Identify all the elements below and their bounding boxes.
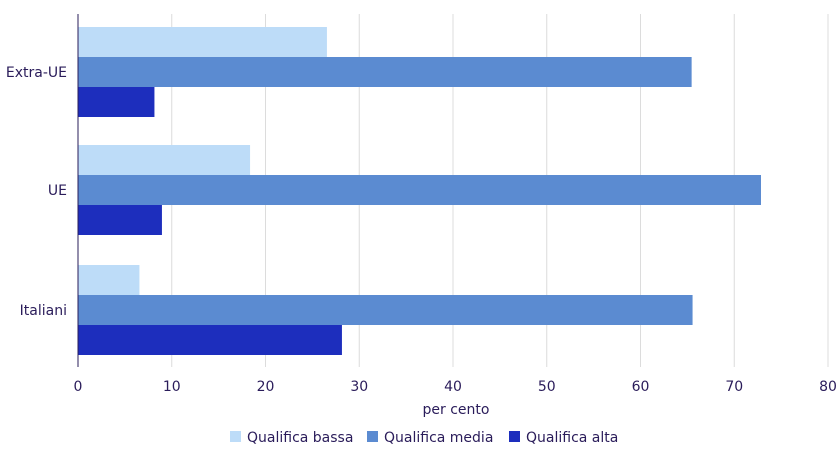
x-tick-labels: 0 10 20 30 40 50 60 70 80 bbox=[74, 379, 837, 395]
category-label: Extra-UE bbox=[6, 65, 67, 81]
category-labels: Extra-UE UE Italiani bbox=[6, 65, 67, 319]
legend-label: Qualifica media bbox=[384, 430, 493, 446]
legend-label: Qualifica bassa bbox=[247, 430, 353, 446]
bar bbox=[78, 325, 342, 355]
legend-swatch bbox=[509, 431, 520, 442]
x-axis-title: per cento bbox=[423, 402, 490, 418]
x-tick-label: 10 bbox=[163, 379, 181, 395]
category-label: UE bbox=[48, 183, 67, 199]
bar bbox=[78, 57, 692, 87]
legend: Qualifica bassa Qualifica media Qualifica … bbox=[230, 430, 618, 446]
legend-label: Qualifica alta bbox=[526, 430, 618, 446]
bar bbox=[78, 145, 251, 175]
legend-swatch bbox=[367, 431, 378, 442]
bar bbox=[78, 265, 140, 295]
x-tick-label: 0 bbox=[74, 379, 83, 395]
x-tick-label: 80 bbox=[819, 379, 837, 395]
x-tick-label: 30 bbox=[350, 379, 368, 395]
x-tick-label: 70 bbox=[725, 379, 743, 395]
category-label: Italiani bbox=[20, 303, 67, 319]
legend-swatch bbox=[230, 431, 241, 442]
x-tick-label: 50 bbox=[538, 379, 556, 395]
bars bbox=[78, 27, 761, 355]
bar bbox=[78, 27, 327, 57]
bar bbox=[78, 87, 155, 117]
bar bbox=[78, 175, 761, 205]
bar bbox=[78, 295, 693, 325]
x-tick-label: 40 bbox=[444, 379, 462, 395]
bar bbox=[78, 205, 162, 235]
x-tick-label: 20 bbox=[257, 379, 275, 395]
x-tick-label: 60 bbox=[632, 379, 650, 395]
